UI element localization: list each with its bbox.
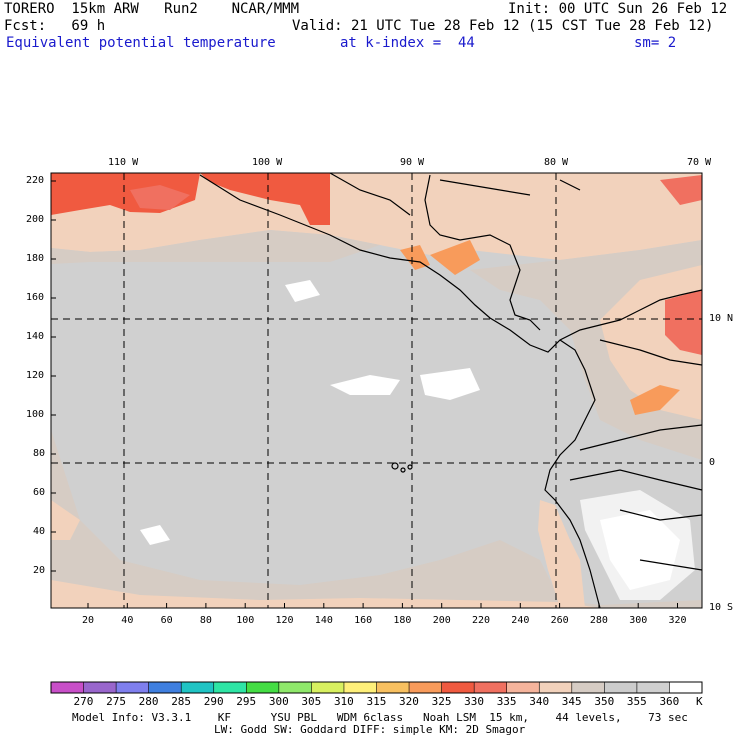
x-index-label: 320 <box>668 615 687 626</box>
colorbar-swatch <box>343 682 377 693</box>
colorbar-label: 310 <box>333 695 354 708</box>
lon-label-80w: 80 W <box>544 157 569 168</box>
lat-label-10s: 10 S <box>709 602 734 613</box>
x-index-label: 160 <box>354 615 373 626</box>
colorbar-label: 285 <box>171 695 192 708</box>
x-index-label: 20 <box>82 615 95 626</box>
colorbar-label: 340 <box>529 695 550 708</box>
colorbar-swatch <box>51 682 85 693</box>
y-index-label: 200 <box>26 214 45 225</box>
colorbar-label: 360 <box>659 695 680 708</box>
forecast-hour: Fcst: 69 h <box>4 18 106 34</box>
colorbar-swatch <box>116 682 150 693</box>
model-info: Model Info: V3.3.1 KF YSU PBL WDM 6class… <box>72 711 688 724</box>
colorbar-swatch <box>604 682 638 693</box>
lat-label-10n: 10 N <box>709 313 734 324</box>
y-index-label: 120 <box>26 370 45 381</box>
lon-label-90w: 90 W <box>400 157 425 168</box>
colorbar-label: 325 <box>431 695 452 708</box>
x-index-label: 300 <box>629 615 648 626</box>
colorbar-label: 315 <box>366 695 387 708</box>
colorbar-label: 295 <box>236 695 257 708</box>
y-index-label: 100 <box>26 409 45 420</box>
init-time: Init: 00 UTC Sun 26 Feb 12 <box>508 1 728 17</box>
x-index-label: 280 <box>589 615 608 626</box>
lon-label-70w: 70 W <box>687 157 712 168</box>
colorbar-swatch <box>571 682 605 693</box>
theta-e-field <box>51 173 702 608</box>
colorbar-label: 330 <box>464 695 485 708</box>
x-index-label: 60 <box>160 615 173 626</box>
colorbar-label: 300 <box>268 695 289 708</box>
colorbar-swatch <box>539 682 573 693</box>
colorbar-label: 280 <box>138 695 159 708</box>
colorbar-unit: K <box>696 695 703 708</box>
valid-time: Valid: 21 UTC Tue 28 Feb 12 (15 CST Tue … <box>292 18 714 34</box>
y-index-label: 80 <box>33 448 46 459</box>
colorbar-swatch <box>246 682 280 693</box>
colorbar-swatch <box>636 682 670 693</box>
x-index-label: 220 <box>472 615 491 626</box>
colorbar-label: 290 <box>203 695 224 708</box>
physics-info: LW: Godd SW: Goddard DIFF: simple KM: 2D… <box>214 723 526 736</box>
x-index-label: 80 <box>199 615 212 626</box>
smoothing: sm= 2 <box>634 35 677 51</box>
x-index-label: 200 <box>432 615 451 626</box>
colorbar-swatch <box>278 682 312 693</box>
field-name: Equivalent potential temperature <box>6 35 276 51</box>
x-index-label: 140 <box>314 615 333 626</box>
level-index: at k-index = 44 <box>340 35 475 51</box>
map-frame <box>50 172 703 609</box>
colorbar-label: 305 <box>301 695 322 708</box>
y-index-label: 220 <box>26 175 45 186</box>
model-title: TORERO 15km ARW Run2 NCAR/MMM <box>4 1 300 17</box>
colorbar-label: 270 <box>73 695 94 708</box>
lat-lon-grid <box>51 173 702 608</box>
colorbar <box>50 681 703 694</box>
colorbar-label: 320 <box>399 695 419 708</box>
lat-label-0: 0 <box>709 457 716 468</box>
y-index-label: 160 <box>26 292 45 303</box>
lon-label-100w: 100 W <box>252 157 283 168</box>
colorbar-swatch <box>474 682 508 693</box>
colorbar-label: 335 <box>496 695 517 708</box>
colorbar-swatch <box>213 682 247 693</box>
y-index-label: 60 <box>33 487 46 498</box>
colorbar-swatch <box>181 682 215 693</box>
y-index-label: 180 <box>26 253 45 264</box>
y-index-label: 20 <box>33 565 46 576</box>
colorbar-swatch <box>311 682 345 693</box>
x-index-label: 260 <box>550 615 569 626</box>
y-index-label: 40 <box>33 526 46 537</box>
colorbar-swatch <box>148 682 182 693</box>
colorbar-swatch <box>441 682 475 693</box>
colorbar-label: 275 <box>106 695 126 708</box>
colorbar-label: 350 <box>594 695 615 708</box>
colorbar-swatch <box>409 682 443 693</box>
x-index-label: 120 <box>275 615 294 626</box>
colorbar-label: 345 <box>561 695 582 708</box>
colorbar-swatch <box>83 682 117 693</box>
colorbar-swatch <box>506 682 540 693</box>
colorbar-label: 355 <box>626 695 647 708</box>
axis-tick-marks <box>51 180 678 608</box>
colorbar-swatch <box>669 682 703 693</box>
colorbar-swatch <box>376 682 410 693</box>
x-index-label: 240 <box>511 615 530 626</box>
x-index-label: 100 <box>236 615 255 626</box>
lon-label-110w: 110 W <box>108 157 139 168</box>
y-index-label: 140 <box>26 331 45 342</box>
x-index-label: 40 <box>121 615 134 626</box>
x-index-label: 180 <box>393 615 412 626</box>
